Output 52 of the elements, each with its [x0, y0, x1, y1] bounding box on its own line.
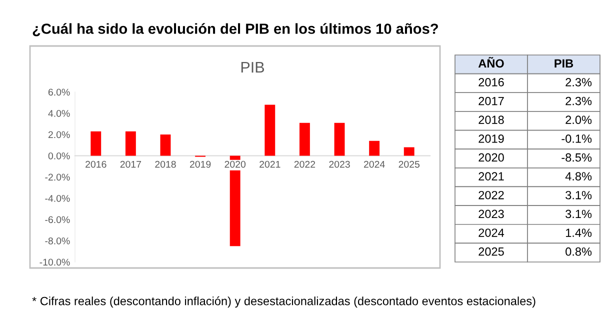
x-tick-label: 2016 — [86, 160, 106, 168]
x-tick-label: 2017 — [120, 160, 142, 168]
x-tick-label: 2020 — [224, 160, 246, 168]
text: 2.0% — [566, 116, 592, 124]
text: 3.1% — [566, 210, 592, 218]
y-tick-label: -2.0% — [45, 174, 70, 181]
text: 2016 — [478, 78, 504, 86]
text: 2.3% — [566, 96, 592, 106]
text: 2017 — [478, 96, 504, 106]
x-tick-label: 2021 — [260, 160, 280, 168]
text: 2019 — [478, 134, 504, 143]
text: PIB — [554, 59, 574, 68]
text: 2024 — [478, 228, 504, 237]
text: AÑO — [478, 56, 504, 68]
y-tick-label: 0.0% — [48, 152, 70, 160]
text: 2020 — [478, 153, 504, 162]
y-tick-label: -4.0% — [45, 194, 70, 202]
text: 2022 — [478, 190, 504, 200]
x-tick-label: 2024 — [364, 160, 385, 168]
text: -0.1% — [562, 134, 592, 143]
x-tick-label: 2022 — [294, 160, 316, 168]
text: 2025 — [478, 247, 504, 256]
bar — [404, 147, 414, 156]
text: 0.8% — [566, 247, 592, 256]
bar — [90, 131, 102, 156]
text: 2018 — [478, 116, 504, 124]
chart-title: PIB — [241, 62, 264, 73]
text: 2023 — [478, 210, 504, 218]
chart-subtitle: ¿Cuál ha sido la evolución del PIB en los últimos 10 años? — [32, 23, 438, 36]
x-tick-label: 2025 — [398, 160, 420, 168]
text: 4.8% — [565, 172, 592, 180]
text: -8.5% — [562, 153, 592, 162]
bar — [299, 122, 310, 156]
bar — [160, 134, 171, 156]
bar — [334, 122, 345, 156]
y-tick-label: -10.0% — [40, 258, 70, 266]
text: 2021 — [478, 172, 504, 180]
y-tick-label: -6.0% — [45, 216, 70, 224]
text: 1.4% — [566, 228, 592, 237]
x-tick-label: 2019 — [190, 160, 211, 168]
y-tick-label: 6.0% — [48, 88, 70, 96]
bar — [369, 140, 380, 156]
text: * Cifras reales (descontando inflación) y desestacionalizadas (descontado eventos estacionales) — [32, 296, 536, 308]
y-tick-label: 4.0% — [48, 110, 70, 117]
x-tick-label: 2023 — [329, 160, 350, 168]
x-tick-label: 2018 — [155, 160, 176, 168]
text: 3.1% — [566, 190, 592, 200]
y-tick-label: -8.0% — [45, 237, 70, 244]
bar — [264, 104, 276, 156]
y-tick-label: 2.0% — [48, 131, 70, 138]
bar — [125, 131, 136, 156]
text: 2.3% — [566, 78, 592, 86]
